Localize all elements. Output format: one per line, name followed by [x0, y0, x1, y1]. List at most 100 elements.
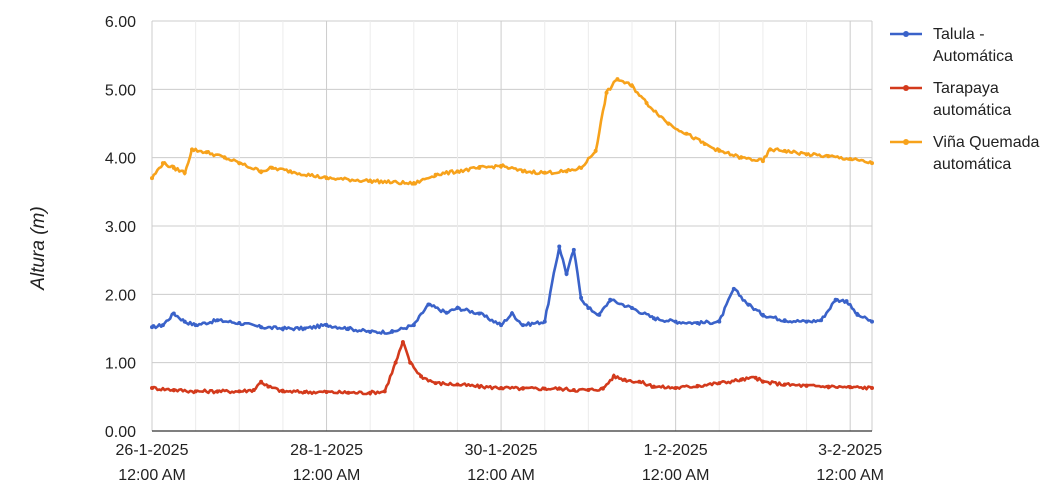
series-point-1 — [419, 374, 424, 379]
series-point-1 — [571, 388, 576, 392]
series-point-1 — [237, 389, 242, 394]
series-point-1 — [408, 360, 413, 365]
series-point-0 — [695, 321, 700, 326]
series-point-1 — [622, 377, 627, 382]
series-point-1 — [346, 390, 351, 395]
series-point-2 — [204, 150, 209, 155]
series-point-1 — [600, 386, 605, 391]
series-point-1 — [848, 385, 853, 390]
series-point-1 — [804, 383, 809, 388]
x-tick-time: 12:00 AM — [467, 467, 535, 484]
y-tick-label: 4.00 — [105, 151, 136, 168]
series-point-2 — [499, 163, 504, 168]
series-point-0 — [215, 318, 220, 323]
series-point-1 — [673, 385, 678, 390]
series-point-1 — [637, 379, 642, 384]
x-tick-date: 26-1-2025 — [116, 442, 189, 459]
series-point-0 — [455, 306, 460, 310]
series-line-2 — [150, 78, 873, 186]
series-point-1 — [611, 374, 616, 379]
series-point-2 — [826, 154, 831, 159]
series-point-1 — [150, 385, 154, 390]
axes: 0.00 1.00 2.00 3.00 4.00 5.00 6.00 26-1-2025 12:… — [105, 14, 884, 484]
x-tick-time: 12:00 AM — [118, 467, 186, 484]
series-point-1 — [171, 388, 176, 392]
series-point-1 — [477, 384, 482, 389]
x-tick-date: 28-1-2025 — [290, 442, 363, 459]
series-point-1 — [753, 375, 758, 380]
series-point-1 — [259, 379, 264, 384]
y-axis-label: Altura (m) — [28, 206, 49, 290]
series-point-1 — [586, 388, 591, 392]
series-point-2 — [870, 161, 874, 166]
series-point-1 — [266, 384, 271, 389]
y-tick-label: 6.00 — [105, 14, 136, 31]
series-point-1 — [651, 384, 656, 389]
series-point-1 — [739, 377, 744, 382]
x-tick-date: 30-1-2025 — [465, 442, 538, 459]
series-point-0 — [368, 329, 373, 334]
series-point-0 — [844, 299, 849, 304]
legend: Talula -Automática Tarapaya automática Viña… — [890, 26, 1040, 173]
series-point-2 — [288, 169, 293, 174]
series-point-1 — [557, 386, 562, 391]
series-point-2 — [593, 148, 598, 153]
series-point-2 — [222, 155, 227, 160]
legend-label: automática — [933, 102, 1011, 119]
series-point-0 — [870, 319, 874, 324]
legend-item-2[interactable]: Viña Quemada automática — [890, 134, 1040, 173]
legend-swatch-point — [903, 85, 909, 91]
series-point-1 — [870, 385, 874, 390]
series-point-0 — [499, 323, 504, 328]
grid — [151, 20, 873, 431]
series-point-1 — [542, 386, 547, 391]
x-tick-time: 12:00 AM — [816, 467, 884, 484]
legend-item-1[interactable]: Tarapaya automática — [890, 80, 1011, 119]
legend-swatch-point — [903, 139, 909, 145]
legend-label: Automática — [933, 48, 1013, 65]
x-tick-time: 12:00 AM — [293, 467, 361, 484]
series-point-1 — [760, 379, 765, 384]
series-point-2 — [666, 121, 671, 126]
series-point-0 — [855, 312, 860, 317]
series-point-0 — [346, 326, 351, 331]
series-point-0 — [782, 318, 787, 323]
series-point-1 — [251, 388, 256, 392]
legend-label: Tarapaya — [933, 80, 999, 97]
series-point-2 — [182, 170, 187, 175]
y-tick-label: 3.00 — [105, 219, 136, 236]
series-point-1 — [193, 389, 198, 394]
series-point-0 — [193, 323, 198, 328]
series-point-0 — [182, 319, 187, 324]
series-point-1 — [324, 390, 329, 395]
series-point-2 — [477, 165, 482, 170]
series-point-0 — [426, 302, 431, 307]
series-point-0 — [411, 323, 416, 328]
series-point-0 — [651, 316, 656, 321]
series-point-0 — [280, 326, 285, 331]
legend-item-0[interactable]: Talula - Automática — [890, 26, 1013, 65]
series-point-2 — [630, 83, 634, 88]
series-point-2 — [615, 77, 620, 82]
series-lines — [150, 77, 874, 396]
series-point-0 — [324, 323, 329, 328]
series-point-2 — [768, 147, 773, 152]
series-point-0 — [760, 312, 765, 317]
series-point-0 — [731, 286, 736, 291]
series-point-1 — [382, 389, 387, 394]
series-point-2 — [160, 161, 165, 166]
series-point-0 — [630, 306, 634, 310]
series-point-2 — [270, 165, 274, 170]
series-point-0 — [444, 310, 449, 315]
series-point-0 — [160, 323, 165, 328]
series-point-0 — [520, 323, 525, 328]
series-point-0 — [804, 319, 809, 324]
series-point-2 — [150, 176, 154, 181]
legend-swatch-point — [903, 31, 909, 37]
series-point-1 — [826, 384, 831, 389]
series-point-2 — [542, 170, 547, 175]
x-tick-date: 3-2-2025 — [818, 442, 882, 459]
series-point-2 — [259, 169, 264, 174]
series-point-1 — [695, 383, 700, 388]
